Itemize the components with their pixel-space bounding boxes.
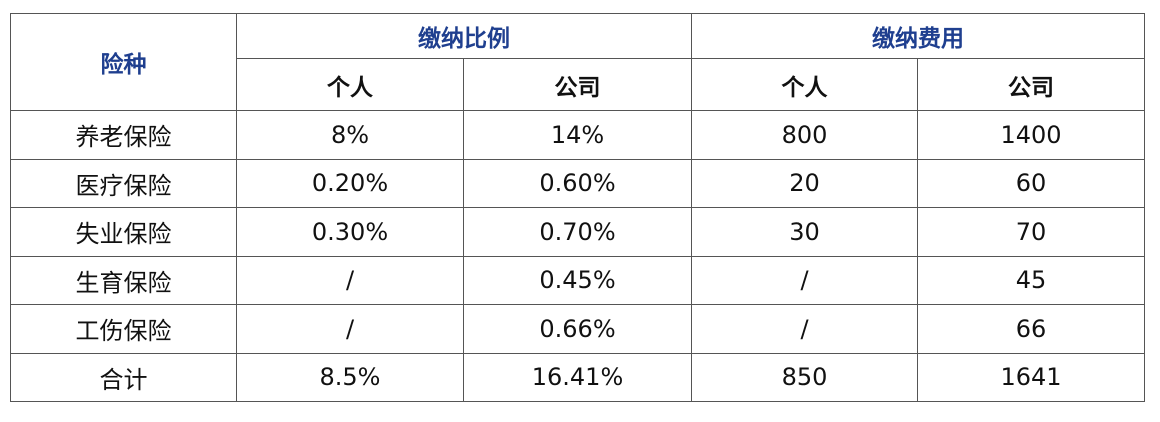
ratio-company-header: 公司 [463, 58, 692, 111]
table-row: 工伤保险 / 0.66% / 66 [10, 304, 1145, 354]
fee-personal-cell: / [691, 255, 918, 305]
fee-personal-cell: 800 [691, 110, 918, 160]
fee-company-cell: 1400 [917, 110, 1145, 160]
header-row-sub: 个人 公司 个人 公司 [11, 58, 1145, 111]
ratio-personal-cell: / [236, 255, 464, 305]
contribution-ratio-header: 缴纳比例 [236, 13, 692, 59]
fee-company-cell: 45 [917, 255, 1145, 305]
ratio-personal-cell: 8% [236, 110, 464, 160]
ratio-company-cell: 14% [463, 110, 692, 160]
fee-company-cell: 70 [917, 207, 1145, 257]
insurance-name-cell: 医疗保险 [10, 158, 237, 208]
fee-personal-cell: 20 [691, 158, 918, 208]
total-row: 合计 8.5% 16.41% 850 1641 [10, 352, 1145, 402]
table-row: 医疗保险 0.20% 0.60% 20 60 [10, 158, 1145, 208]
total-ratio-personal-cell: 8.5% [236, 352, 464, 402]
total-fee-personal-cell: 850 [691, 352, 918, 402]
total-ratio-company-cell: 16.41% [463, 352, 692, 402]
table-row: 生育保险 / 0.45% / 45 [10, 255, 1145, 305]
insurance-name-cell: 工伤保险 [10, 304, 237, 354]
table-row: 失业保险 0.30% 0.70% 30 70 [10, 207, 1145, 257]
ratio-company-cell: 0.66% [463, 304, 692, 354]
fee-company-cell: 66 [917, 304, 1145, 354]
fee-personal-cell: / [691, 304, 918, 354]
insurance-type-header: 险种 [10, 13, 237, 111]
ratio-company-cell: 0.70% [463, 207, 692, 257]
ratio-company-cell: 0.60% [463, 158, 692, 208]
ratio-personal-cell: / [236, 304, 464, 354]
ratio-company-cell: 0.45% [463, 255, 692, 305]
ratio-personal-cell: 0.20% [236, 158, 464, 208]
insurance-name-cell: 失业保险 [10, 207, 237, 257]
fee-personal-header: 个人 [691, 58, 918, 111]
total-label-cell: 合计 [10, 352, 237, 402]
insurance-name-cell: 养老保险 [10, 110, 237, 160]
ratio-personal-header: 个人 [236, 58, 464, 111]
insurance-name-cell: 生育保险 [10, 255, 237, 305]
fee-company-header: 公司 [917, 58, 1145, 111]
insurance-contribution-table: 险种 缴纳比例 缴纳费用 个人 公司 个人 公司 养老保险 8% 14% 800… [10, 13, 1145, 402]
fee-company-cell: 60 [917, 158, 1145, 208]
header-row-group: 险种 缴纳比例 缴纳费用 [10, 13, 1145, 111]
table-row: 养老保险 8% 14% 800 1400 [10, 110, 1145, 160]
ratio-personal-cell: 0.30% [236, 207, 464, 257]
fee-personal-cell: 30 [691, 207, 918, 257]
contribution-fee-header: 缴纳费用 [691, 13, 1145, 59]
insurance-table-container: 险种 缴纳比例 缴纳费用 个人 公司 个人 公司 养老保险 8% 14% 800… [10, 13, 1145, 402]
total-fee-company-cell: 1641 [917, 352, 1145, 402]
